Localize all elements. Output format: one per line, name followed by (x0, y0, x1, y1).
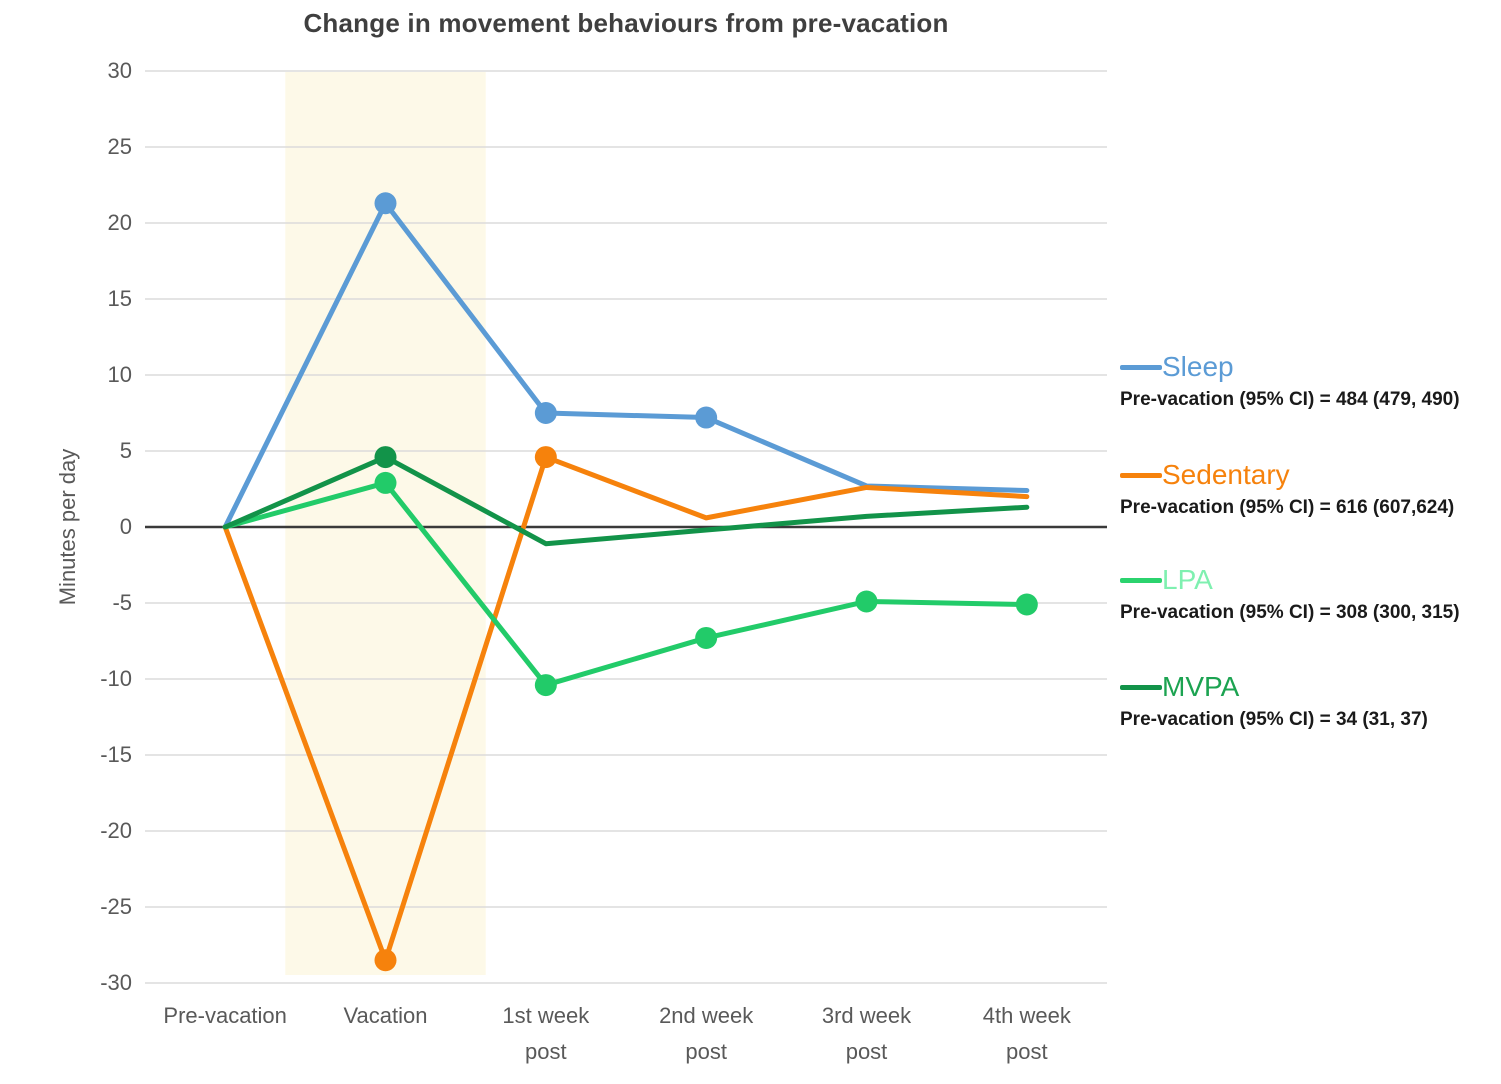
y-tick-label: -20 (100, 818, 132, 843)
y-tick-label: 30 (107, 58, 132, 83)
series-line-mvpa (222, 454, 1030, 547)
y-tick-label: -10 (100, 666, 132, 691)
x-axis-category-label: 1st week post (502, 1003, 590, 1064)
legend-ci-sedentary: Pre-vacation (95% CI) = 616 (607,624) (1120, 497, 1455, 518)
x-axis-category-label: Pre-vacation (163, 1003, 287, 1028)
data-point-lpa (374, 471, 397, 494)
y-tick-label: 0 (119, 514, 132, 539)
legend-ci-lpa: Pre-vacation (95% CI) = 308 (300, 315) (1120, 602, 1460, 623)
data-point-sleep (374, 192, 397, 215)
y-tick-label: 5 (119, 438, 132, 463)
legend-swatch-sedentary (1120, 472, 1162, 478)
legend-swatch-sleep (1120, 364, 1162, 370)
y-tick-label: -15 (100, 742, 132, 767)
x-axis-category-label: Vacation (343, 1003, 428, 1028)
legend-entry-mvpa: MVPA Pre-vacation (95% CI) = 34 (31, 37) (1120, 670, 1498, 733)
legend-entry-sedentary: Sedentary Pre-vacation (95% CI) = 616 (6… (1120, 458, 1498, 521)
legend-ci-mvpa: Pre-vacation (95% CI) = 34 (31, 37) (1120, 709, 1428, 730)
data-point-sleep (534, 402, 557, 424)
data-point-lpa (855, 590, 878, 613)
y-tick-label: 10 (107, 362, 132, 387)
y-tick-label: 20 (107, 210, 132, 235)
x-axis-category-label: 4th week post (982, 1003, 1071, 1064)
data-point-lpa (534, 674, 557, 697)
x-axis-category-label: 3rd week post (821, 1003, 912, 1064)
series-line-lpa (222, 480, 1030, 688)
data-point-sedentary (374, 949, 397, 972)
legend-label-sleep: Sleep (1162, 351, 1234, 382)
legend-entry-sleep: Sleep Pre-vacation (95% CI) = 484 (479, … (1120, 350, 1498, 413)
y-tick-label: 25 (107, 134, 132, 159)
data-point-lpa (1015, 593, 1038, 616)
data-point-sedentary (534, 446, 557, 469)
data-point-sleep (695, 406, 718, 429)
y-tick-label: -30 (100, 970, 132, 995)
data-point-lpa (695, 626, 718, 649)
legend-ci-sleep: Pre-vacation (95% CI) = 484 (479, 490) (1120, 389, 1460, 410)
legend-label-sedentary: Sedentary (1162, 459, 1290, 490)
y-tick-label: -5 (112, 590, 132, 615)
data-point-mvpa (374, 446, 397, 469)
y-tick-label: -25 (100, 894, 132, 919)
y-tick-label: 15 (107, 286, 132, 311)
legend-entry-lpa: LPA Pre-vacation (95% CI) = 308 (300, 31… (1120, 563, 1498, 626)
series-line-sedentary (222, 454, 1030, 963)
legend-swatch-mvpa (1120, 684, 1162, 690)
legend-swatch-lpa (1120, 577, 1162, 583)
chart-title: Change in movement behaviours from pre-v… (303, 8, 949, 38)
legend-label-lpa: LPA (1162, 564, 1213, 595)
legend-label-mvpa: MVPA (1162, 671, 1240, 702)
x-axis-category-label: 2nd week post (659, 1003, 754, 1064)
